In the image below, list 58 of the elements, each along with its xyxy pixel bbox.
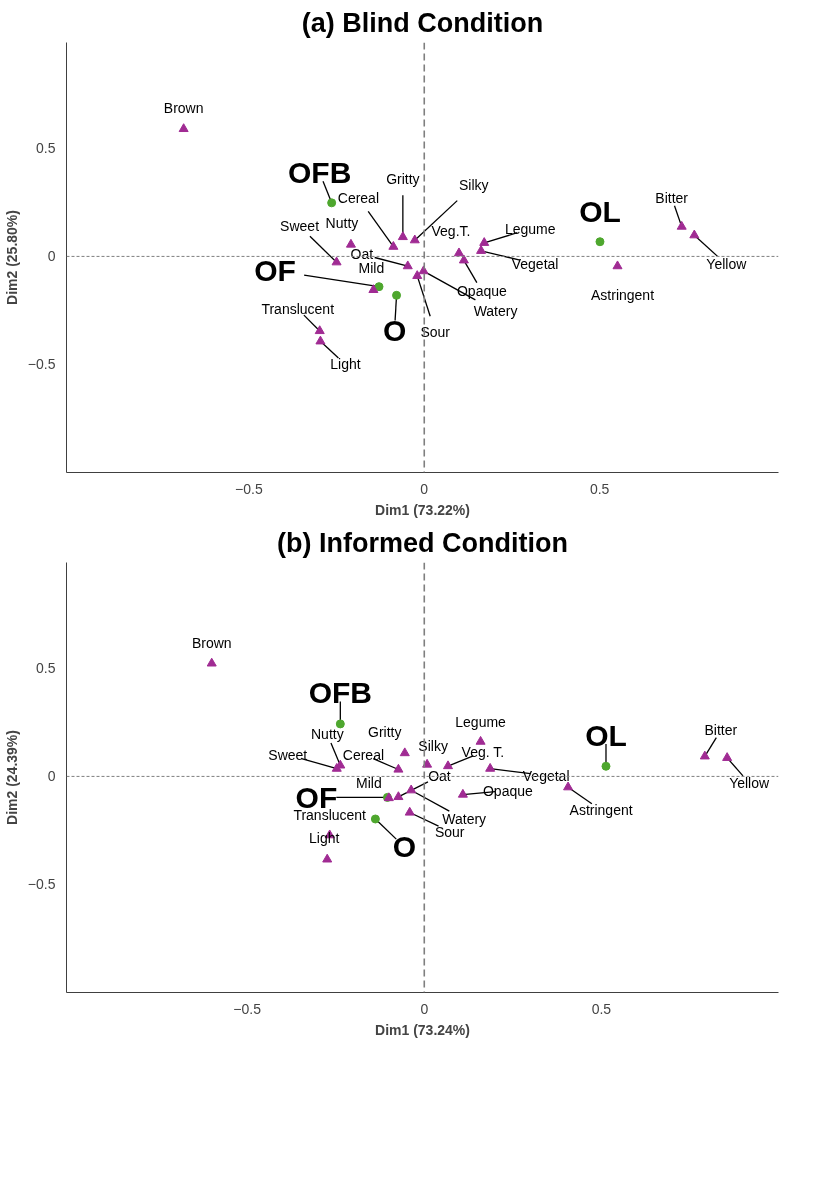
data-label: Gritty [368, 724, 402, 741]
data-label: Brown [163, 99, 204, 116]
data-label: Bitter [655, 189, 689, 206]
data-label: Cereal [342, 746, 385, 763]
data-label: Light [330, 356, 361, 373]
data-label: Legume [455, 713, 507, 730]
data-label: OF [254, 254, 296, 288]
x-tick-label: −0.5 [233, 1000, 262, 1017]
data-label: Nutty [310, 726, 344, 743]
data-label: Brown [191, 635, 232, 652]
data-label: Watery [473, 303, 518, 320]
data-label: Translucent [261, 300, 335, 317]
y-tick-label: 0 [47, 768, 56, 785]
data-label: O [382, 313, 407, 347]
data-label: Astringent [590, 287, 655, 304]
data-label: Silky [418, 737, 448, 754]
data-label: Light [309, 830, 340, 847]
x-tick-label: 0.5 [591, 1000, 612, 1017]
data-label: Vegetal [511, 255, 559, 272]
x-tick-label: −0.5 [235, 480, 263, 497]
x-tick-label: 0 [420, 480, 429, 497]
data-label: Sweet [280, 218, 320, 235]
data-label: Yellow [706, 256, 748, 273]
data-label: Cereal [337, 189, 380, 206]
data-label: Opaque [456, 283, 508, 300]
chart-title: (a) Blind Condition [301, 7, 544, 38]
data-label: Astringent [569, 802, 633, 819]
y-axis-title: Dim2 (24.39%) [3, 730, 20, 825]
data-label: OFB [288, 156, 352, 190]
data-label: OL [579, 195, 621, 229]
data-label: OFB [308, 676, 372, 710]
data-label: OL [585, 718, 627, 752]
data-label: Sweet [268, 746, 308, 763]
data-label: Veg. T. [461, 744, 505, 761]
data-label: Yellow [729, 774, 770, 791]
y-tick-label: 0.5 [36, 660, 56, 677]
data-label: Opaque [482, 782, 534, 799]
x-axis-title: Dim1 (73.24%) [375, 1021, 470, 1038]
y-tick-label: 0 [47, 248, 56, 265]
data-label: Nutty [325, 214, 359, 231]
data-label: Mild [356, 775, 382, 792]
data-label: Gritty [386, 170, 420, 187]
chart-title: (b) Informed Condition [277, 527, 568, 558]
data-label: Veg.T. [431, 223, 471, 240]
data-label: Legume [504, 220, 556, 237]
data-label: Sour [420, 323, 451, 340]
data-label: Bitter [704, 722, 738, 739]
y-tick-label: −0.5 [27, 356, 56, 373]
x-tick-label: 0 [420, 1000, 429, 1017]
data-label: Vegetal [522, 767, 570, 784]
y-tick-label: 0.5 [36, 140, 56, 157]
data-label: Oat [428, 767, 451, 784]
data-label: O [392, 830, 417, 864]
data-label: Silky [459, 177, 489, 194]
x-axis-title: Dim1 (73.22%) [375, 501, 470, 518]
y-tick-label: −0.5 [27, 876, 56, 893]
y-axis-title: Dim2 (25.80%) [3, 210, 20, 305]
x-tick-label: 0.5 [589, 480, 610, 497]
